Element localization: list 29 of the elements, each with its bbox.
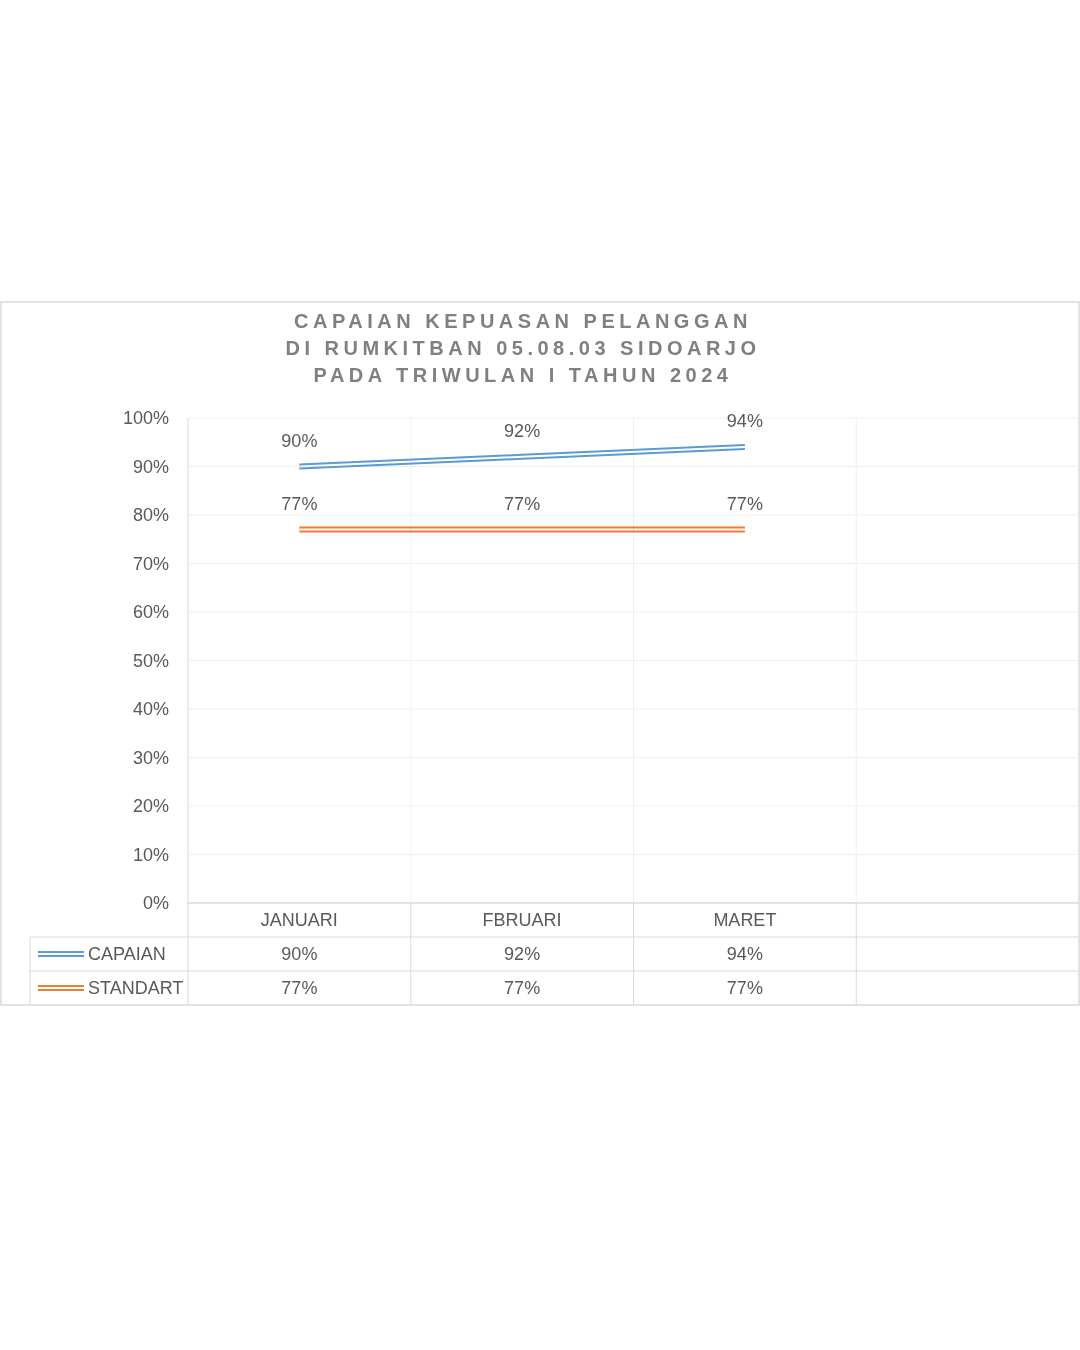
y-tick-label: 90% <box>132 456 169 477</box>
x-tick-label: MARET <box>713 910 777 930</box>
x-tick-label: JANUARI <box>260 910 338 930</box>
text: 77% <box>504 493 541 514</box>
text: 92% <box>504 420 541 441</box>
y-tick-label: 0% <box>142 893 169 913</box>
data-label: 94% <box>726 944 763 964</box>
x-tick-label: FBRUARI <box>482 910 562 930</box>
y-tick-label: 100% <box>122 408 169 428</box>
chart-title: CAPAIAN KEPUASAN PELANGGAN DI RUMKITBAN 05.08.03 SIDOARJO PADA TRIWULAN I TAHUN 2024 <box>285 310 761 386</box>
y-tick-label: 80% <box>132 505 169 525</box>
y-tick-label: 10% <box>132 844 169 865</box>
text: 94% <box>726 411 763 432</box>
data-label: 77% <box>281 978 318 998</box>
legend-label: CAPAIAN <box>88 944 166 964</box>
data-label: 90% <box>281 944 318 964</box>
y-tick-label: 30% <box>132 747 169 768</box>
text: 90% <box>281 430 318 451</box>
legend-label: STANDART <box>88 978 184 998</box>
y-tick-label: 60% <box>132 602 169 622</box>
y-tick-label: 20% <box>132 796 169 816</box>
data-label: 77% <box>726 978 763 998</box>
y-tick-label: 40% <box>132 699 169 719</box>
text: 77% <box>726 493 763 514</box>
text: 77% <box>281 493 318 514</box>
data-label: 77% <box>504 978 541 998</box>
y-tick-label: 70% <box>132 553 169 574</box>
data-label: 92% <box>504 944 541 964</box>
y-tick-label: 50% <box>132 650 169 671</box>
